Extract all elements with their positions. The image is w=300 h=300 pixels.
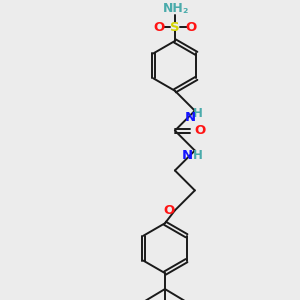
Text: H: H <box>193 149 203 162</box>
Text: S: S <box>170 20 180 34</box>
Text: O: O <box>163 204 175 217</box>
Text: H: H <box>193 107 203 120</box>
Text: N: N <box>181 149 192 162</box>
Text: NH: NH <box>163 2 183 15</box>
Text: O: O <box>185 20 196 34</box>
Text: O: O <box>153 20 165 34</box>
Text: O: O <box>194 124 206 137</box>
Text: ₂: ₂ <box>182 3 188 16</box>
Text: N: N <box>184 111 195 124</box>
